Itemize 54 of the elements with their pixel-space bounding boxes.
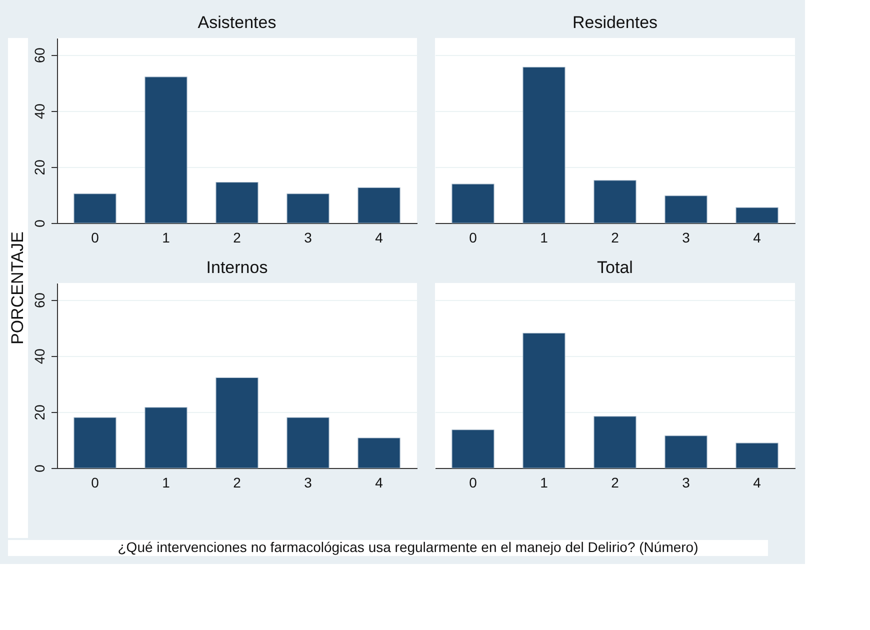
bar	[358, 187, 400, 224]
x-tick-label: 0	[91, 474, 100, 490]
y-tick-label: 40	[32, 348, 48, 364]
x-tick-label: 1	[162, 474, 170, 490]
y-tick-label: 20	[32, 159, 48, 176]
x-tick-label: 1	[162, 230, 170, 246]
y-tick-label: 60	[32, 292, 48, 308]
bar	[74, 194, 116, 224]
chart-title: Internos	[206, 258, 268, 277]
bar	[286, 194, 330, 224]
bar	[594, 416, 636, 468]
x-axis-title: ¿Qué intervenciones no farmacológicas usa regularmente en el manejo del Delirio? (Número)	[118, 539, 698, 555]
y-tick-label: 0	[32, 464, 48, 472]
x-tick-label: 3	[304, 230, 312, 246]
x-tick-label: 4	[375, 474, 384, 490]
x-tick-label: 0	[469, 474, 478, 490]
bar	[594, 180, 636, 224]
y-tick-label: 20	[32, 404, 48, 420]
bar	[522, 66, 566, 224]
x-tick-label: 3	[682, 474, 690, 490]
x-tick-label: 1	[540, 474, 548, 490]
x-tick-label: 0	[469, 230, 478, 246]
bar	[74, 417, 116, 468]
x-tick-label: 4	[375, 230, 384, 246]
bar	[358, 438, 400, 468]
y-axis-title: PORCENTAJE	[8, 231, 27, 345]
bar	[216, 377, 258, 468]
y-tick-label: 60	[32, 47, 48, 64]
bar	[144, 407, 188, 468]
x-tick-label: 4	[753, 474, 762, 490]
chart-title: Total	[597, 258, 633, 277]
x-tick-label: 4	[753, 230, 762, 246]
x-tick-label: 2	[611, 230, 620, 246]
y-tick-label: 0	[32, 219, 48, 228]
x-tick-label: 3	[304, 474, 312, 490]
x-tick-label: 1	[540, 230, 548, 246]
x-tick-label: 2	[233, 474, 242, 490]
x-tick-label: 0	[91, 230, 100, 246]
bar	[452, 430, 494, 468]
y-tick-label: 40	[32, 103, 48, 120]
bar	[452, 184, 494, 224]
x-tick-label: 3	[682, 230, 690, 246]
bar	[286, 417, 330, 468]
bar	[216, 182, 258, 224]
bar	[736, 207, 778, 224]
x-tick-label: 2	[233, 230, 242, 246]
bar	[144, 76, 188, 224]
x-tick-label: 2	[611, 474, 620, 490]
chart-title: Asistentes	[198, 13, 276, 32]
bar	[736, 442, 778, 468]
bar	[664, 196, 708, 224]
bar	[664, 435, 708, 468]
bar	[522, 332, 566, 468]
chart-title: Residentes	[572, 13, 658, 32]
